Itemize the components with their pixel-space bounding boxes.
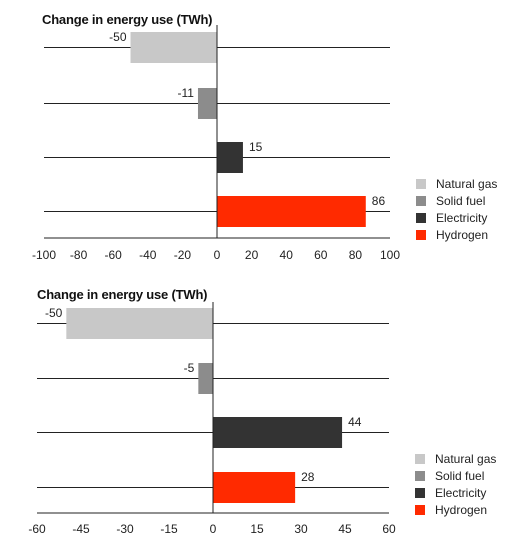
legend-swatch [415, 504, 425, 515]
legend-label: Hydrogen [435, 502, 488, 517]
legend-item-solid-fuel: Solid fuel [416, 192, 497, 209]
data-label: 86 [372, 194, 386, 208]
tick-label: -100 [32, 248, 56, 262]
legend-swatch [416, 212, 426, 223]
tick-label: 60 [382, 522, 396, 536]
chart-plot: -50 -11 15 86 -100 -80 -60 -40 -20 0 20 40 60 80 100 [32, 25, 400, 262]
tick-label: 60 [314, 248, 328, 262]
tick-label: -60 [28, 522, 46, 536]
tick-label: 15 [250, 522, 264, 536]
bar-solid-fuel [198, 363, 213, 394]
data-label: -50 [109, 30, 127, 44]
legend-label: Electricity [435, 485, 487, 500]
data-label: -5 [184, 361, 195, 375]
bar-hydrogen [217, 196, 366, 227]
tick-label: 45 [338, 522, 352, 536]
bar-solid-fuel [197, 88, 217, 119]
bar-hydrogen [213, 472, 296, 503]
tick-label: 30 [294, 522, 308, 536]
data-label: -11 [178, 86, 195, 100]
bar-electricity [217, 142, 243, 173]
legend-swatch [416, 195, 426, 206]
bar-electricity [213, 417, 343, 448]
tick-label: -20 [174, 248, 192, 262]
tick-label: -60 [105, 248, 123, 262]
legend-item-electricity: Electricity [416, 209, 497, 226]
legend-label: Solid fuel [436, 193, 486, 208]
legend-label: Electricity [436, 210, 488, 225]
legend-swatch [415, 453, 425, 464]
tick-label: 80 [349, 248, 363, 262]
legend-item-electricity: Electricity [415, 484, 496, 501]
legend: Natural gas Solid fuel Electricity Hydro… [415, 450, 496, 518]
legend-item-hydrogen: Hydrogen [415, 501, 496, 518]
data-label: 15 [249, 140, 263, 154]
tick-label: -15 [160, 522, 178, 536]
tick-label: -45 [72, 522, 90, 536]
tick-label: 20 [245, 248, 259, 262]
legend-label: Natural gas [436, 176, 498, 191]
chart-bottom: Change in energy use (TWh) -50 -5 44 28 -60-… [0, 280, 527, 559]
tick-label: 0 [210, 522, 217, 536]
legend-swatch [415, 470, 425, 481]
legend-label: Natural gas [435, 451, 497, 466]
data-label: 28 [301, 470, 315, 484]
legend-item-hydrogen: Hydrogen [416, 226, 497, 243]
legend-item-solid-fuel: Solid fuel [415, 467, 496, 484]
data-label: -50 [45, 306, 63, 320]
tick-label: 0 [214, 248, 221, 262]
chart-top: Change in energy use (TWh) -50 -11 15 86 -10… [0, 0, 527, 275]
legend-label: Solid fuel [435, 468, 485, 483]
chart-plot: -50 -5 44 28 -60 -45 -30 -15 0 15 30 45 60 [28, 302, 396, 536]
bar-natural-gas [66, 308, 213, 339]
legend: Natural gas Solid fuel Electricity Hydro… [416, 175, 497, 243]
bar-natural-gas [130, 32, 217, 63]
chart-title: Change in energy use (TWh) [37, 287, 208, 302]
tick-label: -40 [139, 248, 157, 262]
chart-title: Change in energy use (TWh) [42, 12, 213, 27]
tick-label: -80 [70, 248, 88, 262]
legend-label: Hydrogen [436, 227, 489, 242]
legend-swatch [416, 178, 426, 189]
tick-label: -30 [116, 522, 134, 536]
legend-item-natural-gas: Natural gas [415, 450, 496, 467]
tick-label: 40 [280, 248, 294, 262]
legend-swatch [416, 229, 426, 240]
tick-label: 100 [380, 248, 400, 262]
legend-item-natural-gas: Natural gas [416, 175, 497, 192]
legend-swatch [415, 487, 425, 498]
data-label: 44 [348, 415, 362, 429]
